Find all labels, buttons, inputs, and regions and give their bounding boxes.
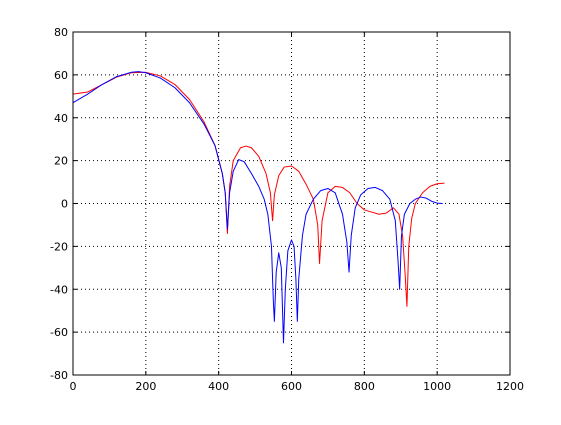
plot-area <box>73 32 510 375</box>
y-tick-label: -20 <box>50 240 68 253</box>
ticks <box>72 31 511 376</box>
y-tick-label: 20 <box>54 155 68 168</box>
series-line-2 <box>72 71 443 344</box>
y-tick-label: 40 <box>54 112 68 125</box>
x-tick-label: 1200 <box>496 380 524 393</box>
x-tick-label: 200 <box>135 380 156 393</box>
x-tick-label: 400 <box>208 380 229 393</box>
x-tick-label: 1000 <box>423 380 451 393</box>
tick-labels: 0 200 400 600 800 1000 1200 -80 -60 -40 -20 0 20 40 60… <box>50 26 524 393</box>
series-layer <box>72 71 445 344</box>
x-tick-label: 800 <box>354 380 375 393</box>
y-tick-label: 60 <box>54 69 68 82</box>
y-tick-label: 80 <box>54 26 68 39</box>
y-tick-label: -60 <box>50 326 68 339</box>
x-tick-label: 0 <box>70 380 77 393</box>
y-tick-label: 0 <box>61 198 68 211</box>
y-tick-label: -80 <box>50 369 68 382</box>
x-tick-label: 600 <box>281 380 302 393</box>
series-line-1 <box>72 71 445 307</box>
y-tick-label: -40 <box>50 283 68 296</box>
